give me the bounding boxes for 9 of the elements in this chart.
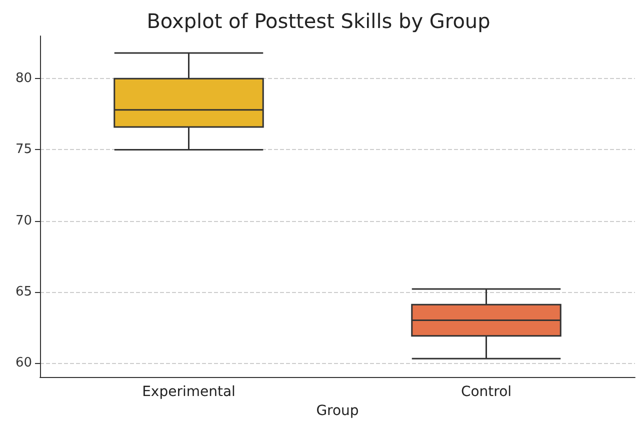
x-axis-title: Group — [316, 403, 359, 419]
y-tick-label: 60 — [15, 355, 32, 370]
y-tick-label: 80 — [15, 71, 32, 86]
chart-title: Boxplot of Posttest Skills by Group — [146, 9, 490, 33]
y-tick-label: 65 — [15, 284, 32, 300]
x-tick-label: Experimental — [142, 384, 236, 400]
x-tick-label: Control — [460, 384, 512, 400]
y-tick-label: 75 — [15, 142, 32, 158]
y-tick-label: 70 — [15, 213, 32, 228]
